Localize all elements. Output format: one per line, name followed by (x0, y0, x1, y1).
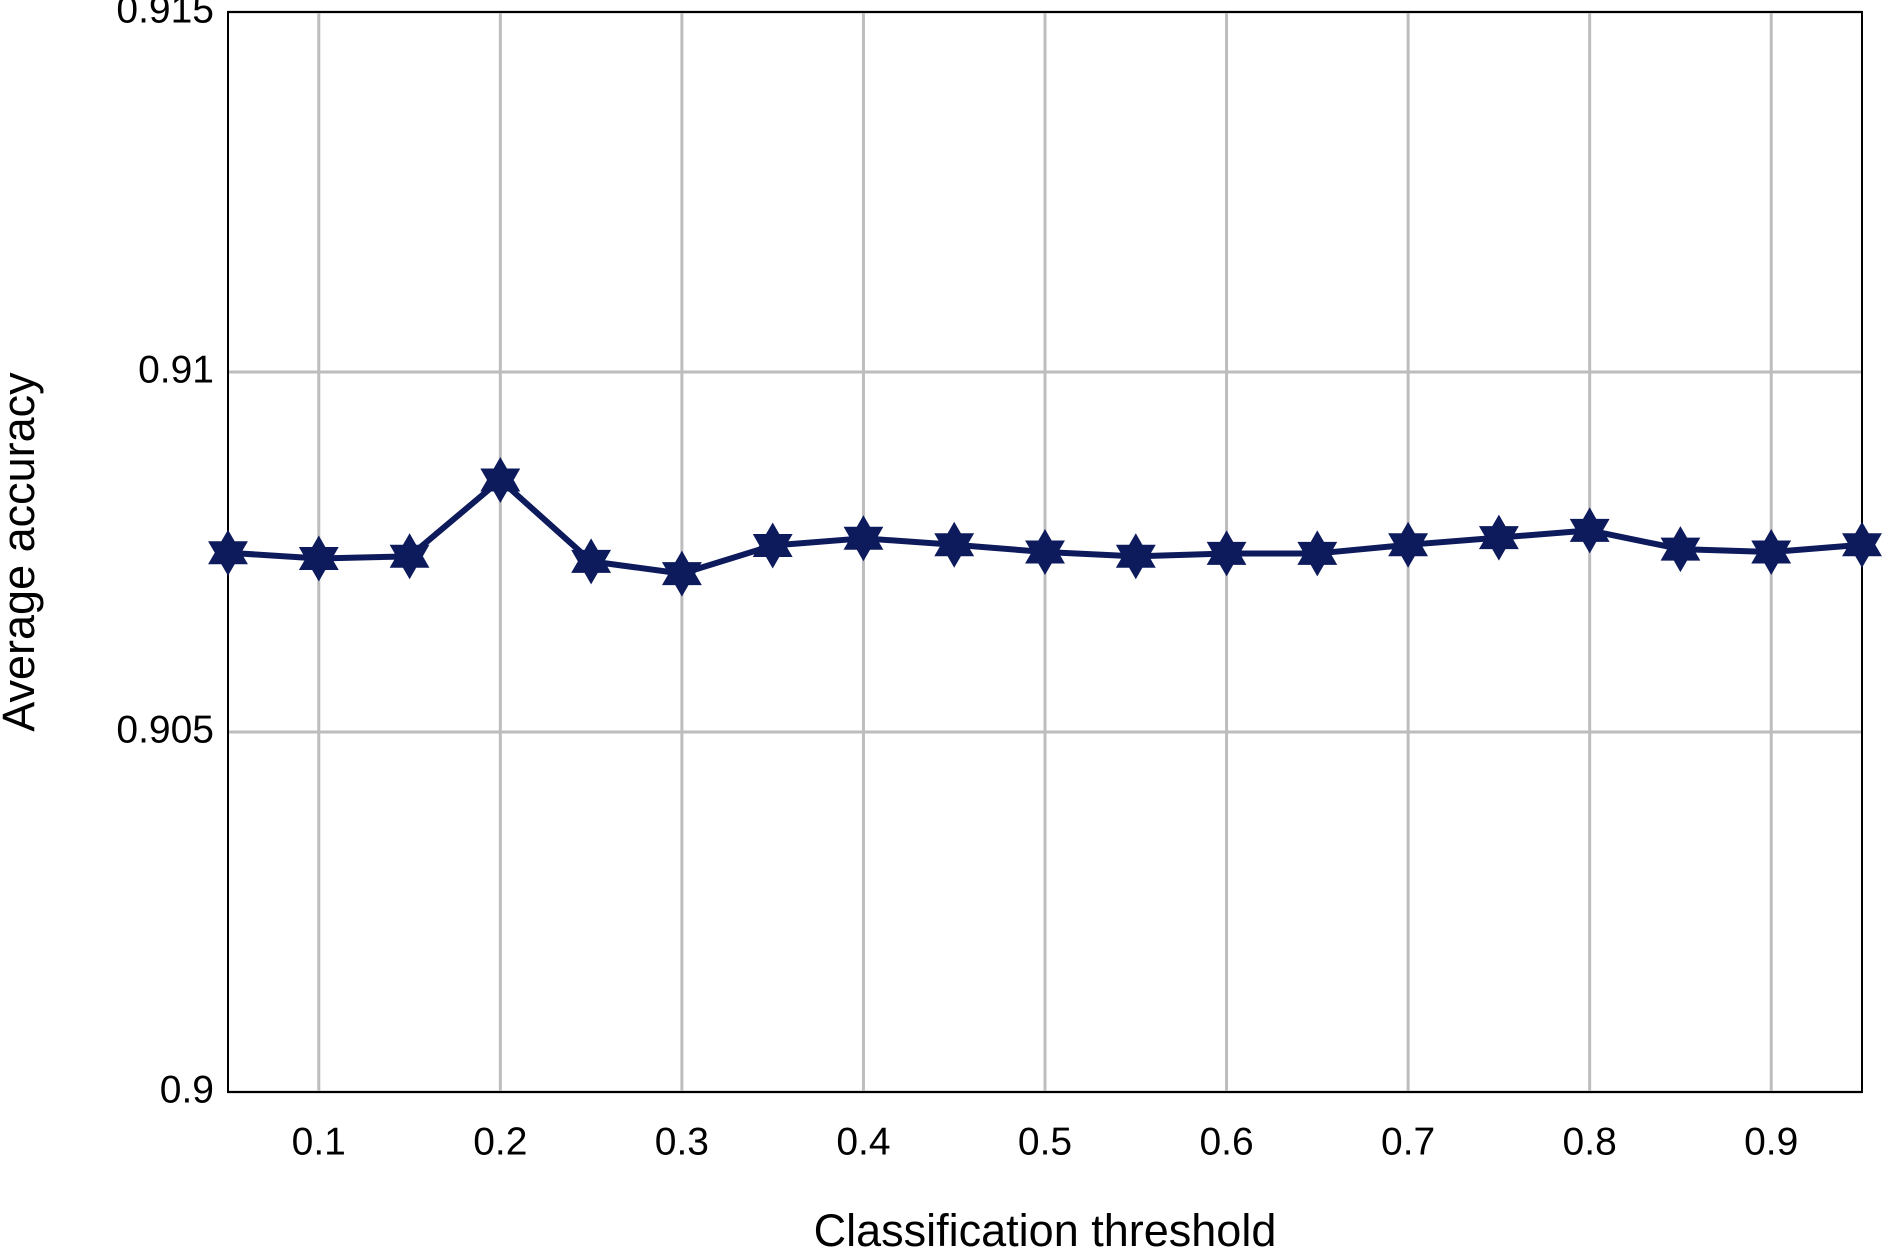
x-tick-label: 0.5 (1018, 1120, 1072, 1163)
x-tick-label: 0.9 (1744, 1120, 1798, 1163)
data-point (843, 515, 884, 562)
x-axis-title: Classification threshold (814, 1205, 1277, 1255)
x-tick-label: 0.7 (1381, 1120, 1435, 1163)
data-point (1842, 521, 1882, 568)
x-tick-label: 0.6 (1199, 1120, 1253, 1163)
data-point (571, 538, 612, 585)
data-point (1025, 529, 1065, 575)
y-tick-label: 0.905 (116, 708, 214, 751)
data-point (1660, 526, 1701, 573)
data-point (480, 456, 521, 504)
data-point (1478, 514, 1519, 561)
data-point (1569, 507, 1610, 554)
y-tick-label: 0.91 (138, 348, 214, 391)
x-tick-label: 0.2 (473, 1120, 527, 1163)
x-tick-label: 0.1 (292, 1120, 346, 1163)
x-tick-label: 0.4 (836, 1120, 890, 1163)
x-tick-label: 0.8 (1563, 1120, 1617, 1163)
data-point (661, 550, 702, 597)
x-tick-label: 0.3 (655, 1120, 709, 1163)
data-point (208, 529, 248, 576)
data-point (389, 533, 430, 580)
y-axis-title: Average accuracy (0, 372, 44, 732)
y-tick-label: 0.915 (116, 0, 214, 31)
data-point (298, 535, 339, 582)
data-point (752, 522, 793, 569)
data-point (1388, 521, 1429, 568)
data-point (1751, 528, 1792, 576)
data-point (1206, 530, 1247, 577)
data-point (934, 521, 975, 568)
data-point (1115, 533, 1156, 580)
data-point (1297, 530, 1338, 577)
y-tick-label: 0.9 (160, 1068, 214, 1111)
